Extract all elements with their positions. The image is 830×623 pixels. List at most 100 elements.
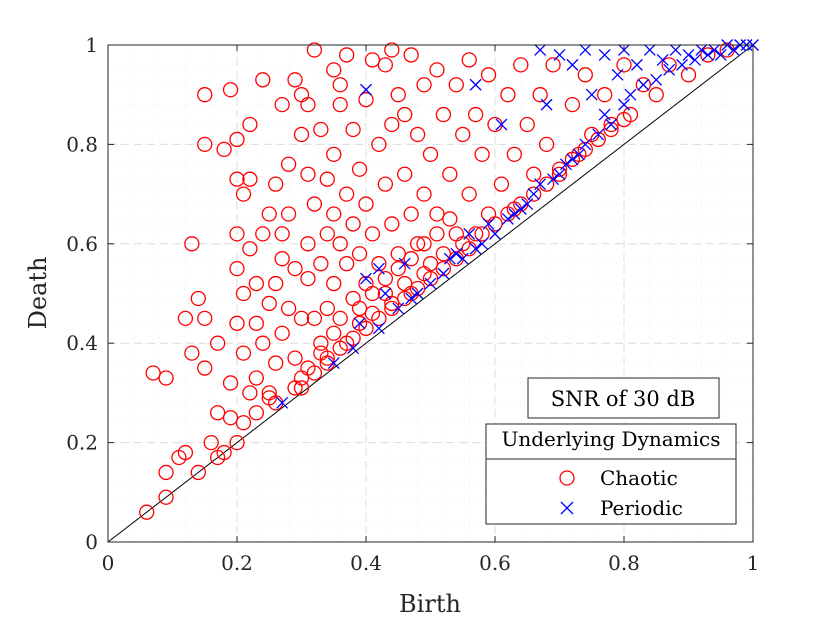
chaotic-point — [274, 251, 290, 267]
y-tick-label: 0 — [85, 530, 98, 554]
chaotic-point — [229, 434, 245, 451]
chaotic-point — [229, 171, 245, 187]
chaotic-point — [261, 295, 277, 312]
chaotic-point — [190, 464, 206, 481]
chaotic-point — [345, 330, 361, 346]
periodic-point — [559, 158, 572, 171]
chaotic-point — [197, 136, 213, 153]
chaotic-point — [384, 116, 400, 133]
chaotic-point — [326, 146, 342, 162]
periodic-point — [424, 277, 437, 290]
chaotic-point — [319, 171, 335, 187]
chaotic-point — [332, 340, 348, 356]
chaotic-point — [255, 226, 271, 242]
chaotic-point — [248, 405, 265, 421]
periodic-point — [682, 48, 695, 61]
annotation-box — [527, 377, 720, 419]
chaotic-point — [435, 246, 452, 262]
chaotic-point — [526, 166, 542, 182]
chaotic-point — [287, 72, 303, 88]
chaotic-point — [364, 285, 381, 302]
periodic-point — [405, 292, 418, 305]
periodic-point — [443, 252, 456, 265]
chaotic-point — [358, 196, 374, 212]
chaotic-point — [422, 270, 439, 287]
periodic-point — [508, 208, 521, 220]
chaotic-point — [403, 47, 419, 63]
chaotic-point — [577, 141, 593, 158]
periodic-point — [327, 357, 340, 370]
chaotic-point — [326, 325, 342, 341]
chaotic-point — [248, 275, 265, 292]
chaotic-point — [474, 226, 490, 242]
periodic-point — [547, 173, 560, 186]
periodic-point — [534, 178, 547, 191]
periodic-point — [463, 227, 476, 240]
chaotic-point — [268, 275, 284, 292]
periodic-point — [392, 302, 405, 315]
annotation-text: SNR of 30 dB — [551, 387, 696, 411]
chaotic-point — [577, 67, 593, 83]
legend-periodic-marker — [560, 501, 574, 515]
chaotic-point — [177, 444, 194, 461]
chaotic-point — [384, 216, 400, 232]
chaotic-point — [364, 52, 381, 68]
periodic-point — [701, 48, 714, 61]
chaotic-point — [216, 444, 232, 461]
series-chaotic — [139, 42, 735, 520]
x-tick-label: 0.8 — [608, 551, 640, 575]
chaotic-point — [306, 196, 323, 212]
chaotic-point — [261, 206, 277, 222]
periodic-point — [688, 53, 701, 66]
chaotic-point — [551, 166, 568, 182]
periodic-point — [553, 48, 566, 61]
chaotic-point — [222, 82, 239, 98]
y-tick-label: 0.4 — [66, 331, 98, 355]
chaotic-point — [229, 131, 245, 148]
chaotic-point — [416, 236, 432, 252]
chaotic-point — [319, 300, 335, 317]
legend-chaotic-label: Chaotic — [600, 466, 678, 490]
chaotic-point — [139, 504, 155, 520]
chaotic-point — [242, 171, 258, 187]
chaotic-point — [280, 156, 297, 172]
periodic-point — [469, 78, 482, 91]
periodic-point — [592, 128, 605, 141]
chaotic-point — [397, 166, 413, 182]
chaotic-point — [590, 131, 606, 148]
periodic-point — [624, 88, 637, 101]
periodic-point — [579, 138, 592, 151]
plot-frame — [107, 44, 754, 543]
chaotic-point — [280, 206, 297, 222]
chaotic-point — [442, 166, 458, 182]
chaotic-point — [448, 77, 464, 93]
x-tick-label: 0.6 — [479, 551, 511, 575]
chaotic-point — [235, 186, 252, 202]
chaotic-point — [513, 57, 529, 73]
chaotic-point — [300, 236, 316, 252]
chaotic-point — [493, 176, 510, 192]
periodic-point — [521, 198, 534, 210]
chaotic-point — [338, 186, 355, 202]
periodic-point — [398, 257, 411, 270]
periodic-point — [611, 68, 624, 81]
periodic-point — [360, 272, 372, 285]
chaotic-point — [274, 96, 290, 113]
chaotic-point — [403, 251, 419, 267]
chaotic-point — [300, 166, 316, 182]
chaotic-point — [455, 126, 471, 143]
chaotic-point — [293, 126, 310, 143]
y-tick-label: 1 — [85, 33, 98, 57]
chaotic-point — [635, 77, 651, 93]
y-tick-label: 0.6 — [66, 232, 98, 256]
chaotic-point — [203, 434, 219, 451]
chaotic-point — [442, 211, 458, 227]
chaotic-point — [377, 57, 394, 73]
chaotic-point — [306, 365, 323, 381]
chaotic-point — [377, 270, 394, 287]
chaotic-point — [268, 176, 284, 192]
chaotic-point — [229, 315, 245, 331]
chaotic-point — [364, 226, 381, 242]
periodic-point — [476, 237, 489, 250]
chaotic-point — [351, 300, 368, 317]
